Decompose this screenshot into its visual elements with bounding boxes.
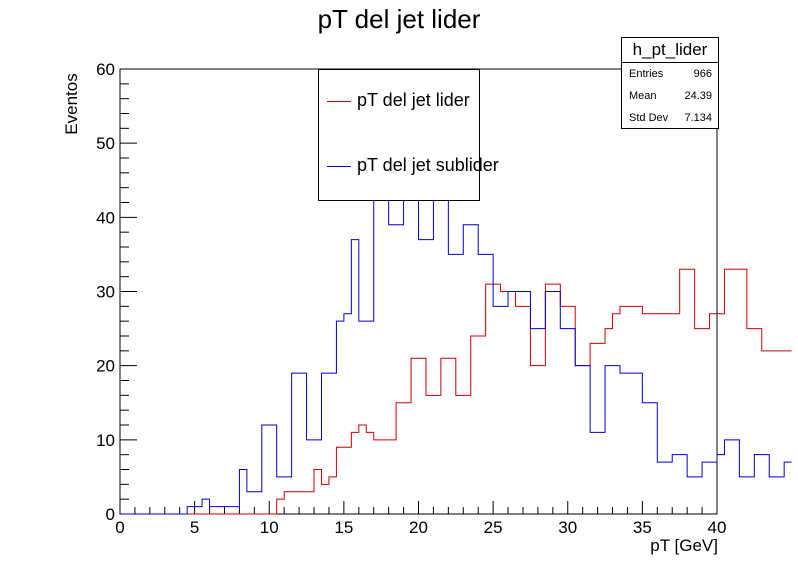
- stats-row-mean: Mean 24.39: [622, 85, 718, 107]
- y-axis-label: Eventos: [62, 73, 81, 135]
- series-line-lider: [120, 268, 792, 515]
- y-tick-labels: 0 10 20 30 40 50 60: [96, 60, 115, 524]
- x-tick-label: 15: [334, 518, 353, 537]
- legend: pT del jet lider pT del jet sublider: [318, 69, 499, 201]
- series-layer: [120, 135, 792, 515]
- x-tick-label: 0: [115, 518, 124, 537]
- axis-ticks: [119, 68, 718, 515]
- y-tick-label: 10: [96, 431, 115, 450]
- chart-title: pT del jet lider: [317, 4, 481, 34]
- legend-label-sublider: pT del jet sublider: [357, 155, 499, 175]
- stats-box: h_pt_lider Entries 966 Mean 24.39 Std De…: [621, 37, 719, 129]
- x-axis-label: pT [GeV]: [650, 536, 718, 555]
- stats-entries-value: 966: [693, 68, 712, 80]
- x-tick-label: 10: [260, 518, 279, 537]
- stats-mean-value: 24.39: [684, 90, 712, 102]
- stats-entries-label: Entries: [629, 68, 664, 80]
- legend-entry-lider: pT del jet lider: [327, 90, 470, 114]
- x-tick-label: 25: [484, 518, 503, 537]
- stats-row-entries: Entries 966: [622, 63, 718, 85]
- x-tick-labels: 0 5 10 15 20 25 30 35 40: [115, 518, 726, 537]
- x-tick-label: 30: [558, 518, 577, 537]
- y-tick-label: 40: [96, 208, 115, 227]
- y-tick-label: 0: [106, 505, 115, 524]
- stats-histogram-name: h_pt_lider: [622, 38, 718, 63]
- y-tick-label: 20: [96, 357, 115, 376]
- stats-mean-label: Mean: [629, 90, 657, 102]
- y-tick-label: 60: [96, 60, 115, 79]
- stats-std-value: 7.134: [684, 112, 712, 124]
- x-tick-label: 35: [633, 518, 652, 537]
- legend-entry-sublider: pT del jet sublider: [327, 155, 499, 179]
- legend-swatch-lider: [327, 100, 351, 102]
- x-tick-label: 40: [708, 518, 727, 537]
- y-tick-label: 30: [96, 283, 115, 302]
- stats-row-std: Std Dev 7.134: [622, 107, 718, 129]
- y-tick-label: 50: [96, 134, 115, 153]
- stats-std-label: Std Dev: [629, 112, 669, 124]
- series-line-sublider: [120, 135, 792, 515]
- legend-label-lider: pT del jet lider: [357, 90, 470, 110]
- x-tick-label: 20: [409, 518, 428, 537]
- x-tick-label: 5: [190, 518, 199, 537]
- legend-swatch-sublider: [327, 165, 351, 167]
